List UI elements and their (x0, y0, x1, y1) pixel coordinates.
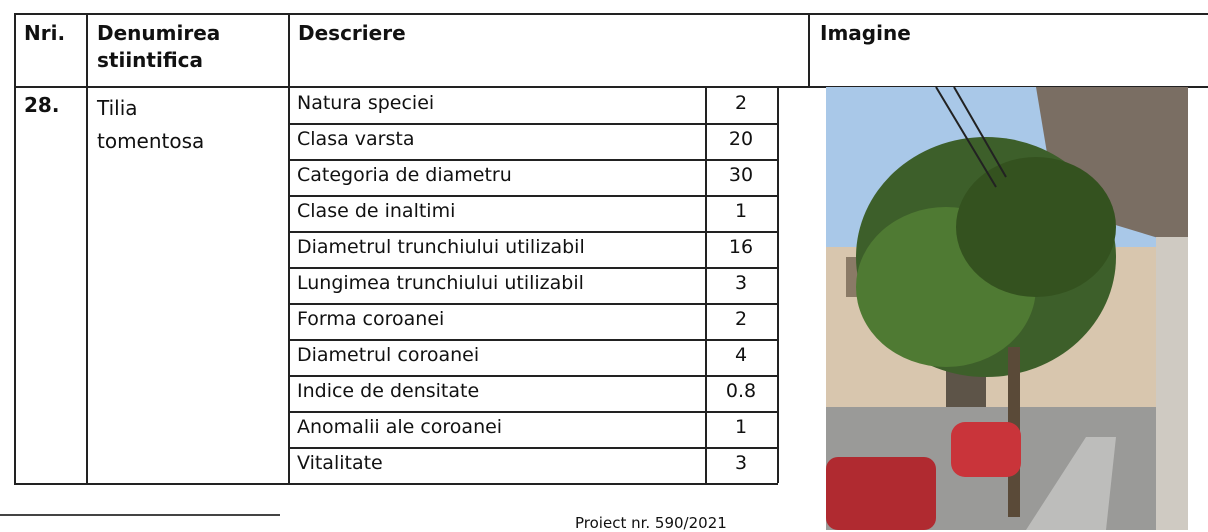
rule (777, 87, 779, 483)
rule (14, 86, 1208, 88)
attribute-value: 2 (734, 308, 748, 330)
attribute-value: 20 (728, 128, 754, 150)
rule (14, 13, 1208, 15)
attribute-value: 1 (734, 200, 748, 222)
attribute-value: 2 (734, 92, 748, 114)
row-nr: 28. (24, 93, 60, 117)
attribute-label: Diametrul coroanei (297, 344, 480, 366)
tree-photo (826, 87, 1188, 530)
rule (288, 159, 778, 161)
attribute-value: 3 (734, 272, 748, 294)
rule (288, 483, 778, 485)
attribute-value: 30 (728, 164, 754, 186)
rule (288, 375, 778, 377)
rule (288, 123, 778, 125)
rule (705, 87, 707, 483)
header-image: Imagine (820, 21, 911, 45)
rule (14, 483, 288, 485)
rule (288, 339, 778, 341)
rule (288, 231, 778, 233)
attribute-value: 0.8 (725, 380, 757, 402)
attribute-label: Lungimea trunchiului utilizabil (297, 272, 584, 294)
attribute-label: Natura speciei (297, 92, 435, 114)
attribute-value: 3 (734, 452, 748, 474)
header-nr: Nri. (24, 21, 66, 45)
attribute-value: 1 (734, 416, 748, 438)
species-name: Tilia tomentosa (97, 96, 205, 153)
attribute-label: Clasa varsta (297, 128, 415, 150)
footer-text: Proiect nr. 590/2021 (575, 514, 727, 532)
attribute-label: Forma coroanei (297, 308, 445, 330)
rule (808, 13, 810, 87)
attribute-label: Diametrul trunchiului utilizabil (297, 236, 585, 258)
rule (288, 447, 778, 449)
header-description: Descriere (298, 21, 406, 45)
attribute-label: Clase de inaltimi (297, 200, 456, 222)
attribute-label: Indice de densitate (297, 380, 480, 402)
rule (14, 13, 16, 484)
rule (288, 411, 778, 413)
attribute-label: Anomalii ale coroanei (297, 416, 503, 438)
rule (288, 303, 778, 305)
rule (0, 514, 280, 516)
rule (288, 267, 778, 269)
attribute-value: 16 (728, 236, 754, 258)
header-name: Denumirea stiintifica (97, 21, 221, 72)
rule (288, 195, 778, 197)
attribute-value: 4 (734, 344, 748, 366)
attribute-label: Categoria de diametru (297, 164, 512, 186)
attribute-label: Vitalitate (297, 452, 383, 474)
rule (288, 13, 290, 484)
rule (86, 13, 88, 484)
